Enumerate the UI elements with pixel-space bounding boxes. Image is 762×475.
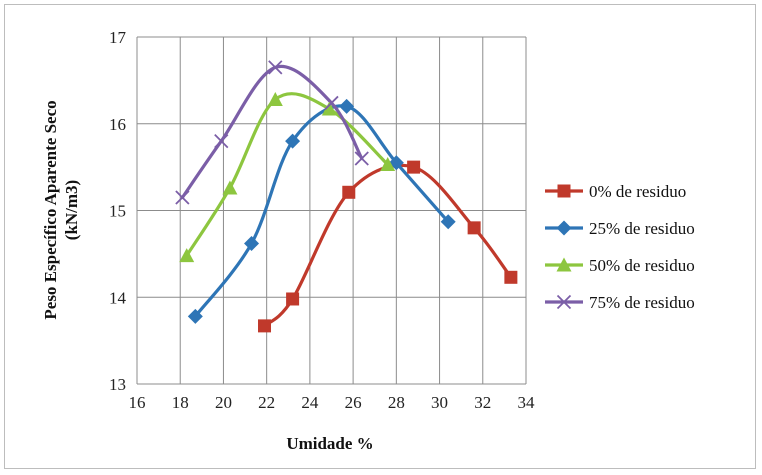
data-point-series-1 bbox=[339, 98, 355, 114]
data-point-series-3 bbox=[324, 95, 339, 111]
legend-label: 50% de residuo bbox=[589, 256, 695, 275]
data-point-series-0 bbox=[342, 185, 356, 199]
data-point-series-1 bbox=[187, 308, 203, 324]
x-tick-label: 34 bbox=[518, 393, 536, 412]
data-point-series-3 bbox=[214, 133, 229, 149]
legend-item: 75% de residuo bbox=[545, 293, 695, 312]
legend-label: 75% de residuo bbox=[589, 293, 695, 312]
y-tick-label: 14 bbox=[109, 288, 127, 307]
grid-lines bbox=[136, 36, 527, 385]
legend-marker bbox=[556, 257, 572, 272]
x-tick-label: 24 bbox=[301, 393, 319, 412]
data-point-series-2 bbox=[179, 248, 195, 263]
legend-item: 25% de residuo bbox=[545, 219, 695, 238]
data-point-series-3 bbox=[268, 60, 283, 75]
data-point-series-1 bbox=[440, 214, 456, 230]
data-point-series-0 bbox=[467, 221, 481, 235]
legend-marker bbox=[556, 220, 572, 236]
data-point-series-3 bbox=[175, 190, 190, 205]
y-axis-label-line2: (kN/m3) bbox=[62, 180, 81, 240]
x-tick-label: 16 bbox=[129, 393, 146, 412]
data-point-series-1 bbox=[285, 133, 301, 149]
data-point-series-2 bbox=[222, 180, 238, 195]
data-point-series-3 bbox=[354, 151, 369, 166]
series-line-2 bbox=[185, 92, 390, 258]
legend-marker bbox=[556, 294, 572, 310]
data-point-series-2 bbox=[321, 101, 337, 116]
legend: 0% de residuo 25% de residuo 50% de residu… bbox=[545, 182, 695, 312]
legend-label: 0% de residuo bbox=[589, 182, 686, 201]
legend-item: 50% de residuo bbox=[545, 256, 695, 275]
x-tick-label: 32 bbox=[474, 393, 491, 412]
y-tick-label: 17 bbox=[109, 28, 127, 47]
data-point-series-2 bbox=[267, 91, 283, 106]
legend-marker bbox=[557, 184, 571, 198]
y-tick-label: 16 bbox=[109, 115, 126, 134]
legend-label: 25% de residuo bbox=[589, 219, 695, 238]
x-axis-label: Umidade % bbox=[286, 434, 373, 453]
legend-item: 0% de residuo bbox=[545, 182, 686, 201]
data-point-series-0 bbox=[258, 319, 272, 333]
data-point-series-0 bbox=[407, 160, 421, 174]
data-point-series-1 bbox=[244, 235, 260, 251]
series-markers bbox=[175, 60, 518, 333]
y-tick-label: 15 bbox=[109, 202, 126, 221]
x-tick-label: 28 bbox=[388, 393, 405, 412]
data-point-series-0 bbox=[504, 270, 518, 284]
y-axis-label-line1: Peso Específico Aparente Seco bbox=[41, 100, 60, 319]
x-tick-label: 18 bbox=[172, 393, 189, 412]
x-tick-label: 26 bbox=[345, 393, 362, 412]
data-point-series-2 bbox=[380, 157, 396, 172]
y-tick-label: 13 bbox=[109, 375, 126, 394]
x-tick-label: 20 bbox=[215, 393, 232, 412]
x-tick-label: 22 bbox=[258, 393, 275, 412]
tick-labels: 16 18 20 22 24 26 28 30 32 34 13 14 15 16 17 bbox=[109, 28, 535, 412]
series-line-0 bbox=[262, 163, 513, 328]
x-tick-label: 30 bbox=[431, 393, 448, 412]
series-line-3 bbox=[180, 64, 364, 200]
series-line-1 bbox=[193, 104, 450, 318]
chart-frame bbox=[4, 4, 756, 469]
data-point-series-0 bbox=[286, 292, 300, 306]
